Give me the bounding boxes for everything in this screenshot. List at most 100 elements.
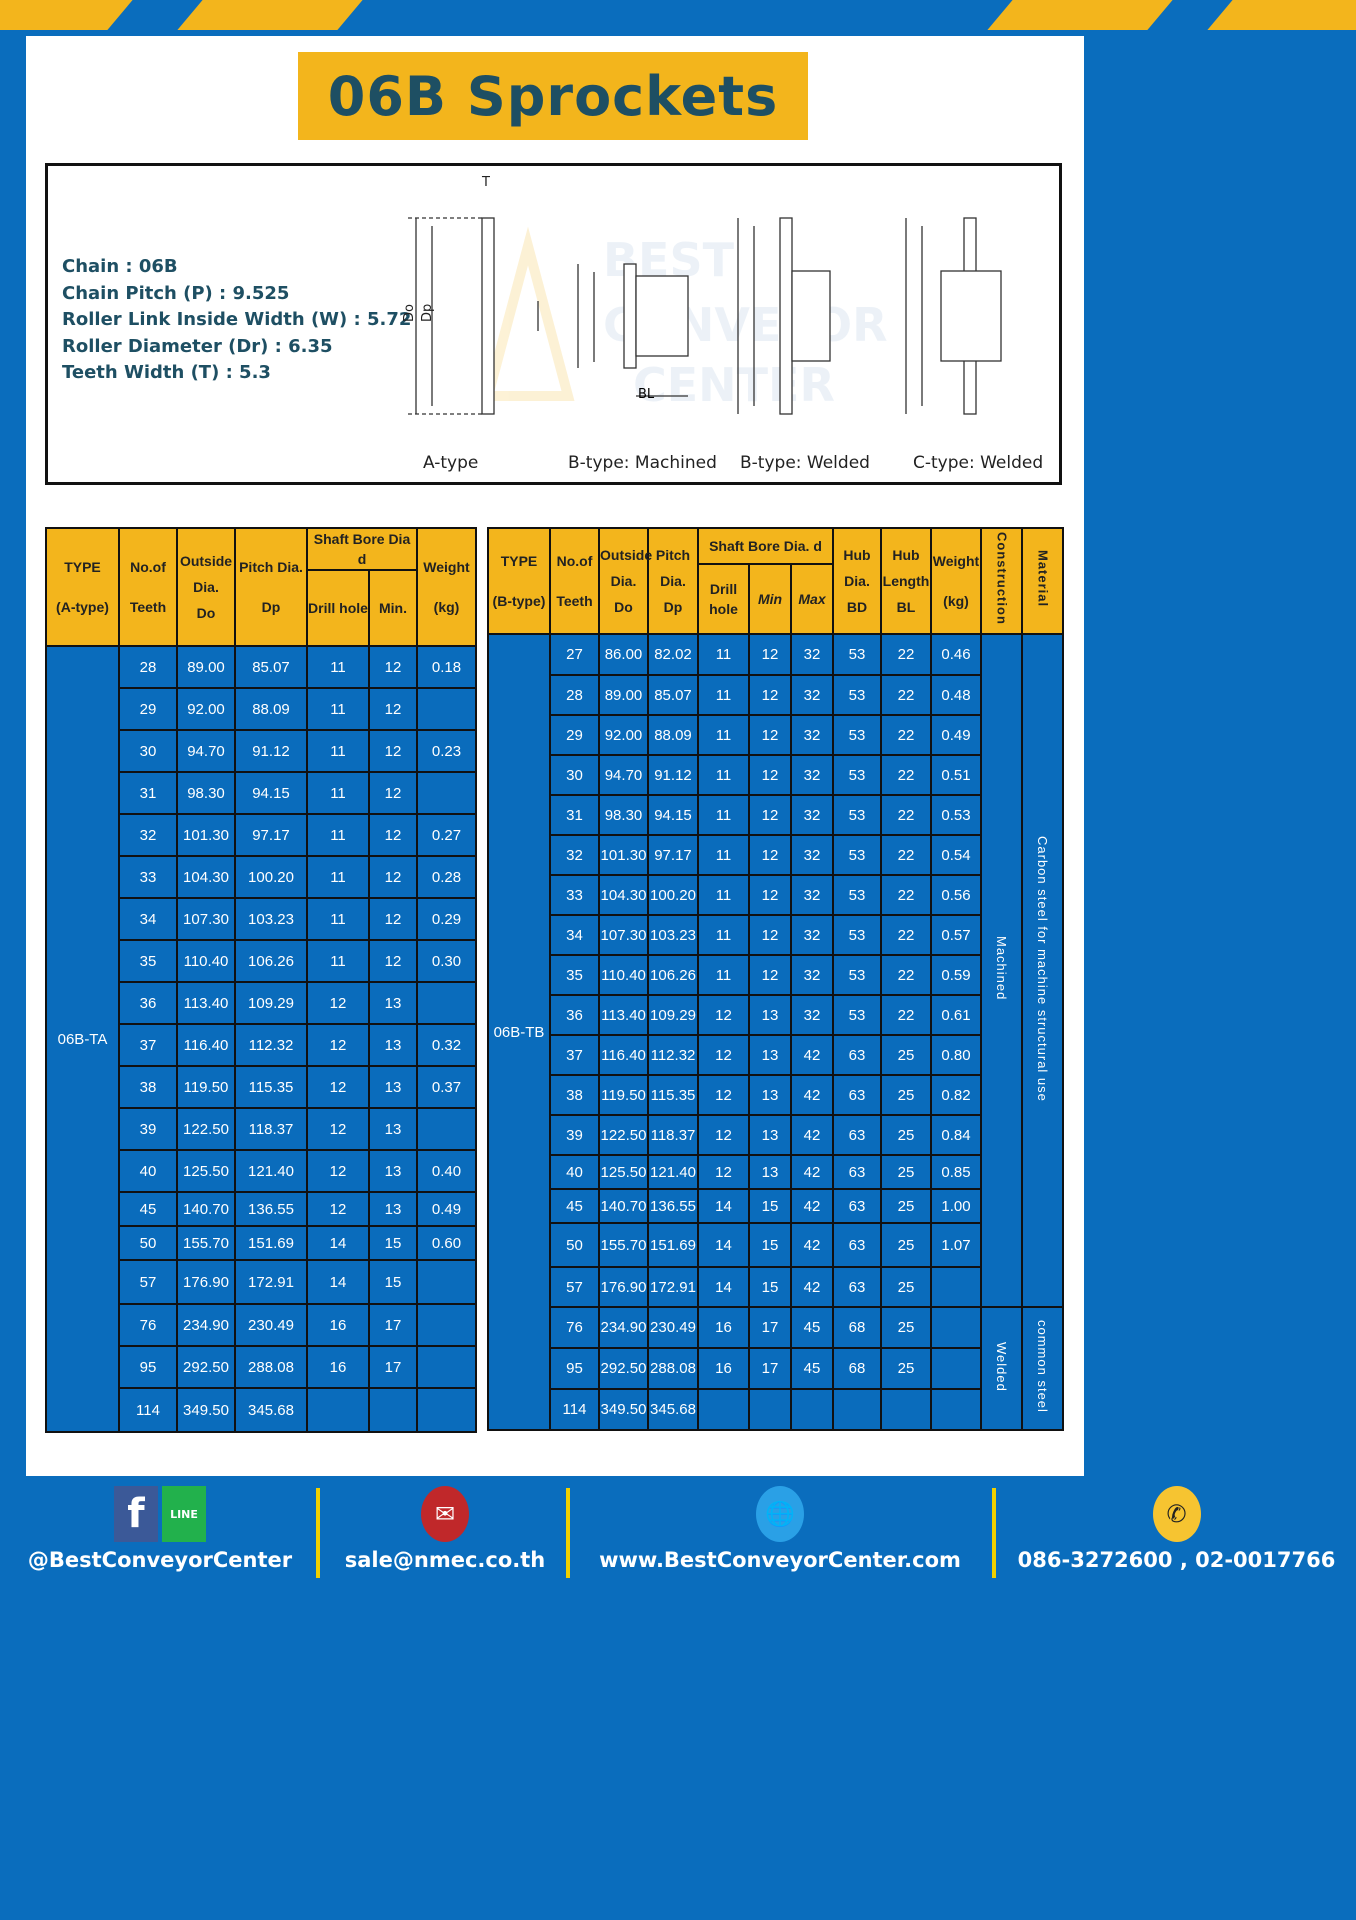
email-link[interactable]: sale@nmec.co.th xyxy=(344,1548,546,1572)
hub-dia-cell: 53 xyxy=(832,754,882,796)
drill-hole-cell: 11 xyxy=(306,855,370,899)
min-bore-cell: 12 xyxy=(748,834,792,876)
outside-dia-cell: 349.50 xyxy=(176,1387,236,1433)
max-bore-cell: 42 xyxy=(790,1114,834,1156)
min-bore-cell: 12 xyxy=(368,645,418,689)
footer-phone[interactable]: ✆ 086-3272600 , 02-0017766 xyxy=(1004,1486,1349,1572)
teeth-cell: 37 xyxy=(549,1034,600,1076)
teeth-cell: 38 xyxy=(118,1065,178,1109)
hub-dia-cell: 53 xyxy=(832,714,882,756)
facebook-icon[interactable]: f xyxy=(114,1486,158,1542)
weight-cell: 0.30 xyxy=(416,939,477,983)
header-min: Min. xyxy=(368,569,418,647)
teeth-cell: 95 xyxy=(549,1347,600,1390)
min-bore-cell: 17 xyxy=(748,1347,792,1390)
teeth-cell: 45 xyxy=(549,1188,600,1224)
table-row: 36 113.40 109.29 12 13 32 53 22 0.61 xyxy=(488,994,1063,1036)
pitch-dia-cell: 94.15 xyxy=(234,771,308,815)
header-teeth: No.of Teeth xyxy=(549,527,600,635)
weight-cell: 0.56 xyxy=(930,874,982,916)
weight-cell xyxy=(416,1387,477,1433)
drill-hole-cell: 12 xyxy=(697,1074,750,1116)
table-row: 38 119.50 115.35 12 13 42 63 25 0.82 xyxy=(488,1074,1063,1116)
teeth-cell: 39 xyxy=(118,1107,178,1151)
hub-length-cell: 25 xyxy=(880,1188,932,1224)
table-row: 28 89.00 85.07 11 12 32 53 22 0.48 xyxy=(488,674,1063,716)
chain-specs: Chain : 06B Chain Pitch (P) : 9.525 Roll… xyxy=(62,254,411,387)
outside-dia-cell: 98.30 xyxy=(176,771,236,815)
table-row: 33 104.30 100.20 11 12 0.28 xyxy=(46,855,477,899)
hub-length-cell: 22 xyxy=(880,714,932,756)
hub-length-cell: 25 xyxy=(880,1154,932,1190)
min-bore-cell: 13 xyxy=(748,1114,792,1156)
drill-hole-cell: 11 xyxy=(697,834,750,876)
footer-social[interactable]: f LINE @BestConveyorCenter xyxy=(20,1486,300,1572)
weight-cell: 0.85 xyxy=(930,1154,982,1190)
drill-hole-cell: 12 xyxy=(306,1023,370,1067)
drill-hole-cell: 11 xyxy=(306,897,370,941)
hub-dia-cell: 63 xyxy=(832,1154,882,1190)
weight-cell: 0.46 xyxy=(930,633,982,676)
min-bore-cell: 17 xyxy=(368,1345,418,1389)
pitch-dia-cell: 85.07 xyxy=(234,645,308,689)
pitch-dia-cell: 151.69 xyxy=(234,1225,308,1261)
teeth-cell: 36 xyxy=(118,981,178,1025)
pitch-dia-cell: 136.55 xyxy=(647,1188,699,1224)
footer-website[interactable]: 🌐 www.BestConveyorCenter.com xyxy=(580,1486,980,1572)
outside-dia-cell: 92.00 xyxy=(176,687,236,731)
weight-cell xyxy=(416,1303,477,1347)
table-row: 37 116.40 112.32 12 13 0.32 xyxy=(46,1023,477,1067)
outside-dia-cell: 119.50 xyxy=(598,1074,649,1116)
line-icon[interactable]: LINE xyxy=(162,1486,206,1542)
max-bore-cell: 42 xyxy=(790,1266,834,1308)
pitch-dia-cell: 100.20 xyxy=(234,855,308,899)
pitch-dia-cell: 103.23 xyxy=(647,914,699,956)
header-hub-length: Hub Length BL xyxy=(880,527,932,635)
hub-dia-cell: 53 xyxy=(832,874,882,916)
teeth-cell: 27 xyxy=(549,633,600,676)
pitch-dia-cell: 94.15 xyxy=(647,794,699,836)
weight-cell xyxy=(416,981,477,1025)
weight-cell xyxy=(416,1345,477,1389)
outside-dia-cell: 107.30 xyxy=(598,914,649,956)
website-link[interactable]: www.BestConveyorCenter.com xyxy=(599,1548,961,1572)
table-row: 35 110.40 106.26 11 12 32 53 22 0.59 xyxy=(488,954,1063,996)
drill-hole-cell: 14 xyxy=(306,1225,370,1261)
drill-hole-cell: 12 xyxy=(697,1154,750,1190)
outside-dia-cell: 140.70 xyxy=(598,1188,649,1224)
table-row: 40 125.50 121.40 12 13 0.40 xyxy=(46,1149,477,1193)
min-bore-cell: 13 xyxy=(368,1149,418,1193)
drill-hole-cell xyxy=(697,1388,750,1431)
pitch-dia-cell: 288.08 xyxy=(647,1347,699,1390)
drill-hole-cell: 16 xyxy=(306,1345,370,1389)
pitch-dia-cell: 112.32 xyxy=(647,1034,699,1076)
header-shaft-bore: Shaft Bore Dia. d xyxy=(697,527,834,565)
hub-length-cell xyxy=(880,1388,932,1431)
b-type-welded-drawing xyxy=(737,217,831,415)
hub-dia-cell: 53 xyxy=(832,674,882,716)
outside-dia-cell: 107.30 xyxy=(176,897,236,941)
teeth-cell: 39 xyxy=(549,1114,600,1156)
weight-cell: 0.57 xyxy=(930,914,982,956)
footer-email[interactable]: ✉ sale@nmec.co.th xyxy=(330,1486,560,1572)
spec-chain: Chain : 06B xyxy=(62,256,178,277)
hub-length-cell: 22 xyxy=(880,954,932,996)
b-type-machined-drawing xyxy=(577,263,689,397)
outside-dia-cell: 125.50 xyxy=(598,1154,649,1190)
social-handle[interactable]: @BestConveyorCenter xyxy=(27,1548,293,1572)
weight-cell: 0.61 xyxy=(930,994,982,1036)
construction-machined: Machined xyxy=(980,633,1023,1308)
drill-hole-cell: 16 xyxy=(697,1347,750,1390)
table-row: 32 101.30 97.17 11 12 0.27 xyxy=(46,813,477,857)
drill-hole-cell: 12 xyxy=(306,1107,370,1151)
min-bore-cell: 15 xyxy=(368,1225,418,1261)
weight-cell: 0.54 xyxy=(930,834,982,876)
drill-hole-cell: 12 xyxy=(697,1114,750,1156)
min-bore-cell: 12 xyxy=(748,954,792,996)
min-bore-cell: 12 xyxy=(368,897,418,941)
pitch-dia-cell: 97.17 xyxy=(647,834,699,876)
teeth-cell: 35 xyxy=(549,954,600,996)
label-bl: BL xyxy=(638,387,655,402)
phone-numbers[interactable]: 086-3272600 , 02-0017766 xyxy=(1017,1548,1336,1572)
min-bore-cell: 12 xyxy=(748,914,792,956)
